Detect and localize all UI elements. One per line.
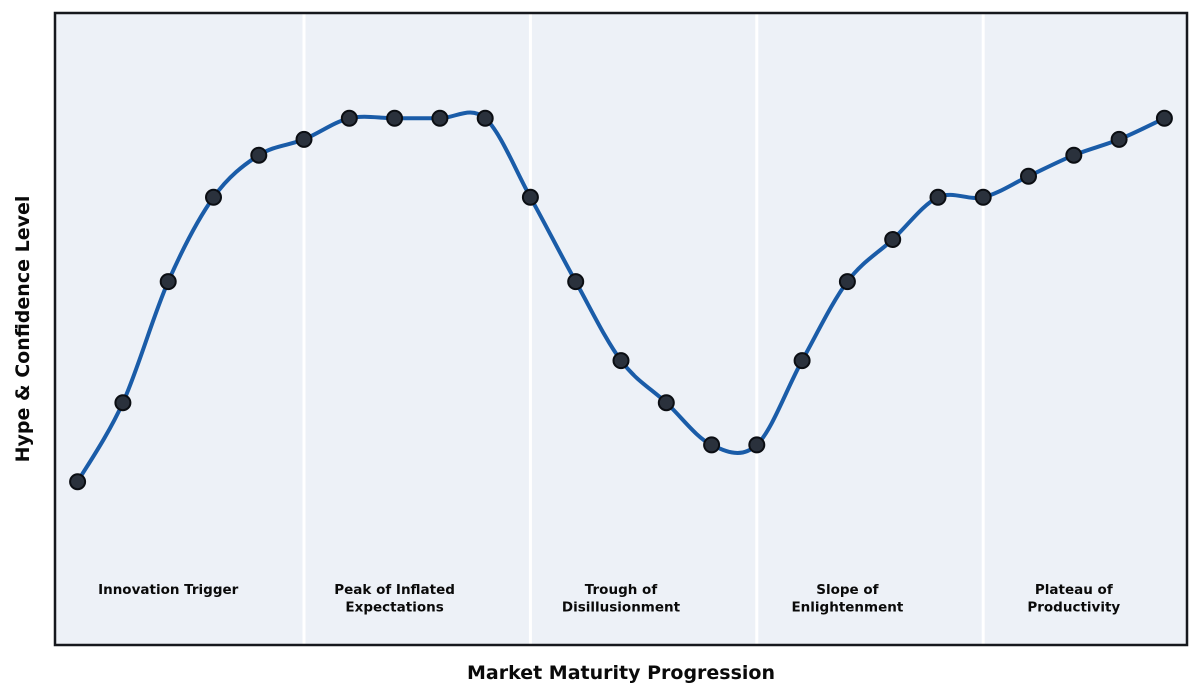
data-point-marker [1020, 167, 1037, 185]
data-point-marker [159, 273, 177, 291]
data-point-marker [974, 188, 992, 206]
data-point-marker [69, 473, 87, 491]
phase-label: Disillusionment [562, 600, 681, 616]
data-point-marker [748, 436, 766, 454]
data-point-marker [521, 188, 539, 206]
x-axis-label: Market Maturity Progression [466, 662, 776, 684]
phase-label: Plateau of [1035, 582, 1113, 598]
phase-label: Peak of Inflated [334, 582, 455, 598]
phase-label: Slope of [816, 582, 878, 598]
data-point-marker [476, 109, 494, 127]
data-point-marker [205, 188, 222, 206]
data-point-marker [1065, 146, 1083, 164]
data-point-marker [612, 352, 630, 370]
phase-label: Enlightenment [791, 600, 903, 616]
data-point-marker [340, 109, 358, 127]
phase-label: Productivity [1027, 600, 1120, 616]
y-axis-label: Hype & Confidence Level [12, 195, 34, 463]
phase-label: Trough of [585, 582, 658, 598]
data-point-marker [250, 146, 268, 164]
data-point-marker [431, 109, 449, 127]
data-point-marker [1110, 130, 1128, 148]
data-point-marker [114, 394, 132, 412]
data-point-marker [657, 394, 675, 412]
data-point-marker [703, 436, 721, 454]
plot-border [53, 11, 1189, 647]
data-point-marker [793, 352, 811, 370]
data-point-marker [567, 273, 585, 291]
data-point-marker [1155, 109, 1173, 127]
hype-curve [75, 110, 1167, 484]
data-point-marker [929, 188, 947, 206]
data-point-marker [884, 231, 902, 248]
phase-label: Innovation Trigger [98, 582, 239, 598]
data-point-marker [838, 273, 856, 291]
data-point-marker [295, 130, 313, 148]
phase-label: Expectations [345, 600, 443, 616]
plot-background [55, 13, 1187, 645]
data-point-marker [386, 109, 404, 127]
